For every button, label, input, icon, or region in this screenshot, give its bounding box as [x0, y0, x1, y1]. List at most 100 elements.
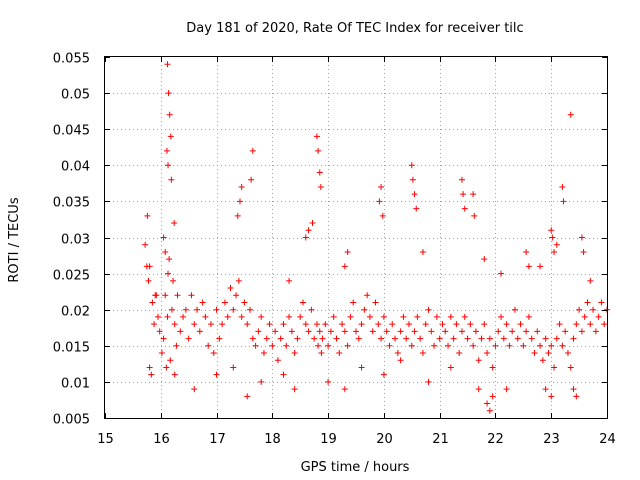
- data-point: [559, 342, 566, 349]
- data-point: [291, 386, 298, 393]
- data-point: [174, 292, 181, 299]
- data-point: [422, 321, 429, 328]
- data-point: [471, 212, 478, 219]
- data-point: [325, 342, 332, 349]
- data-point: [531, 350, 538, 357]
- data-point: [358, 321, 365, 328]
- data-point: [341, 263, 348, 270]
- x-tick-label: 19: [320, 432, 337, 447]
- x-tick-label: 22: [487, 432, 504, 447]
- data-point: [587, 321, 594, 328]
- data-point: [458, 176, 465, 183]
- data-point: [570, 386, 577, 393]
- data-point: [358, 364, 365, 371]
- data-point: [584, 299, 591, 306]
- data-point: [313, 321, 320, 328]
- data-point: [570, 335, 577, 342]
- data-point: [481, 256, 488, 263]
- data-point: [514, 335, 521, 342]
- x-tick-labels: 15 16 17 18 19 20 21 22 23 24: [97, 432, 616, 447]
- data-point: [408, 342, 415, 349]
- grid-lines: [105, 57, 607, 418]
- data-point: [380, 371, 387, 378]
- data-point: [263, 335, 270, 342]
- data-point: [185, 335, 192, 342]
- data-point: [330, 313, 337, 320]
- data-point: [400, 313, 407, 320]
- data-point: [286, 313, 293, 320]
- data-point: [230, 364, 237, 371]
- data-point: [144, 212, 151, 219]
- data-point: [548, 342, 555, 349]
- data-point: [333, 335, 340, 342]
- y-tick-label: 0.02: [61, 305, 90, 320]
- data-point: [453, 321, 460, 328]
- data-point: [160, 335, 167, 342]
- y-tick-label: 0.04: [61, 160, 90, 175]
- data-point: [350, 299, 357, 306]
- data-point: [196, 328, 203, 335]
- data-point: [280, 371, 287, 378]
- data-point: [146, 364, 153, 371]
- data-point: [461, 205, 468, 212]
- data-point: [375, 321, 382, 328]
- x-tick-label: 15: [97, 432, 114, 447]
- data-point: [277, 335, 284, 342]
- data-point: [523, 328, 530, 335]
- data-point: [347, 313, 354, 320]
- data-point: [587, 277, 594, 284]
- data-point: [336, 350, 343, 357]
- data-point: [411, 191, 418, 198]
- data-point: [511, 306, 518, 313]
- data-point: [171, 321, 178, 328]
- data-point: [509, 328, 516, 335]
- data-point: [481, 321, 488, 328]
- data-point: [233, 292, 240, 299]
- data-point: [300, 299, 307, 306]
- data-point: [272, 328, 279, 335]
- data-point: [327, 328, 334, 335]
- data-point: [315, 342, 322, 349]
- data-point: [213, 306, 220, 313]
- data-point: [503, 386, 510, 393]
- data-point: [322, 321, 329, 328]
- y-tick-label: 0.01: [61, 377, 90, 392]
- data-point: [170, 277, 177, 284]
- data-point: [389, 321, 396, 328]
- data-point: [425, 306, 432, 313]
- data-point: [560, 198, 567, 205]
- data-point: [167, 133, 174, 140]
- y-tick-label: 0.025: [53, 269, 90, 284]
- data-point: [539, 357, 546, 364]
- data-point: [523, 248, 530, 255]
- data-point: [403, 335, 410, 342]
- data-point: [142, 241, 149, 248]
- data-point: [244, 321, 251, 328]
- data-point: [409, 176, 416, 183]
- data-point: [205, 342, 212, 349]
- data-point: [525, 263, 532, 270]
- data-point: [156, 328, 163, 335]
- data-point: [534, 328, 541, 335]
- data-point: [283, 342, 290, 349]
- data-point: [456, 350, 463, 357]
- data-point: [478, 335, 485, 342]
- data-point: [436, 335, 443, 342]
- data-point: [236, 198, 243, 205]
- data-point: [408, 162, 415, 169]
- data-point: [224, 313, 231, 320]
- data-point: [308, 306, 315, 313]
- data-point: [548, 227, 555, 234]
- data-point: [433, 313, 440, 320]
- data-point: [221, 299, 228, 306]
- x-tick-label: 17: [209, 432, 226, 447]
- data-point: [152, 292, 159, 299]
- data-point: [341, 328, 348, 335]
- data-point: [364, 292, 371, 299]
- data-point: [158, 350, 165, 357]
- data-point: [166, 256, 173, 263]
- data-point: [280, 321, 287, 328]
- data-point: [213, 371, 220, 378]
- data-point: [316, 328, 323, 335]
- data-point: [173, 342, 180, 349]
